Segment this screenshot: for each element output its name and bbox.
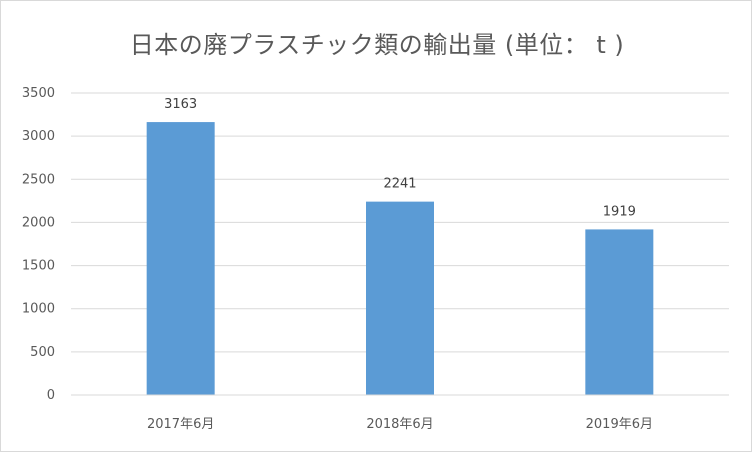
- bar: [366, 201, 434, 395]
- x-tick-label: 2017年6月: [147, 417, 214, 432]
- data-label: 3163: [164, 97, 197, 112]
- y-tick-label: 1000: [22, 302, 55, 317]
- bar: [585, 229, 654, 395]
- y-tick-label: 500: [30, 345, 55, 360]
- x-tick-label: 2018年6月: [366, 417, 433, 432]
- y-tick-label: 2500: [22, 172, 55, 187]
- bar: [146, 122, 215, 396]
- y-tick-label: 0: [47, 388, 55, 403]
- x-tick-label: 2019年6月: [586, 417, 653, 432]
- y-tick-label: 3500: [22, 86, 55, 101]
- data-label: 2241: [383, 177, 416, 192]
- chart-title: 日本の廃プラスチック類の輸出量 (単位： t ): [129, 31, 625, 59]
- y-tick-label: 3000: [22, 129, 55, 144]
- y-tick-label: 2000: [22, 215, 55, 230]
- data-label: 1919: [603, 204, 636, 219]
- y-tick-label: 1500: [22, 259, 55, 274]
